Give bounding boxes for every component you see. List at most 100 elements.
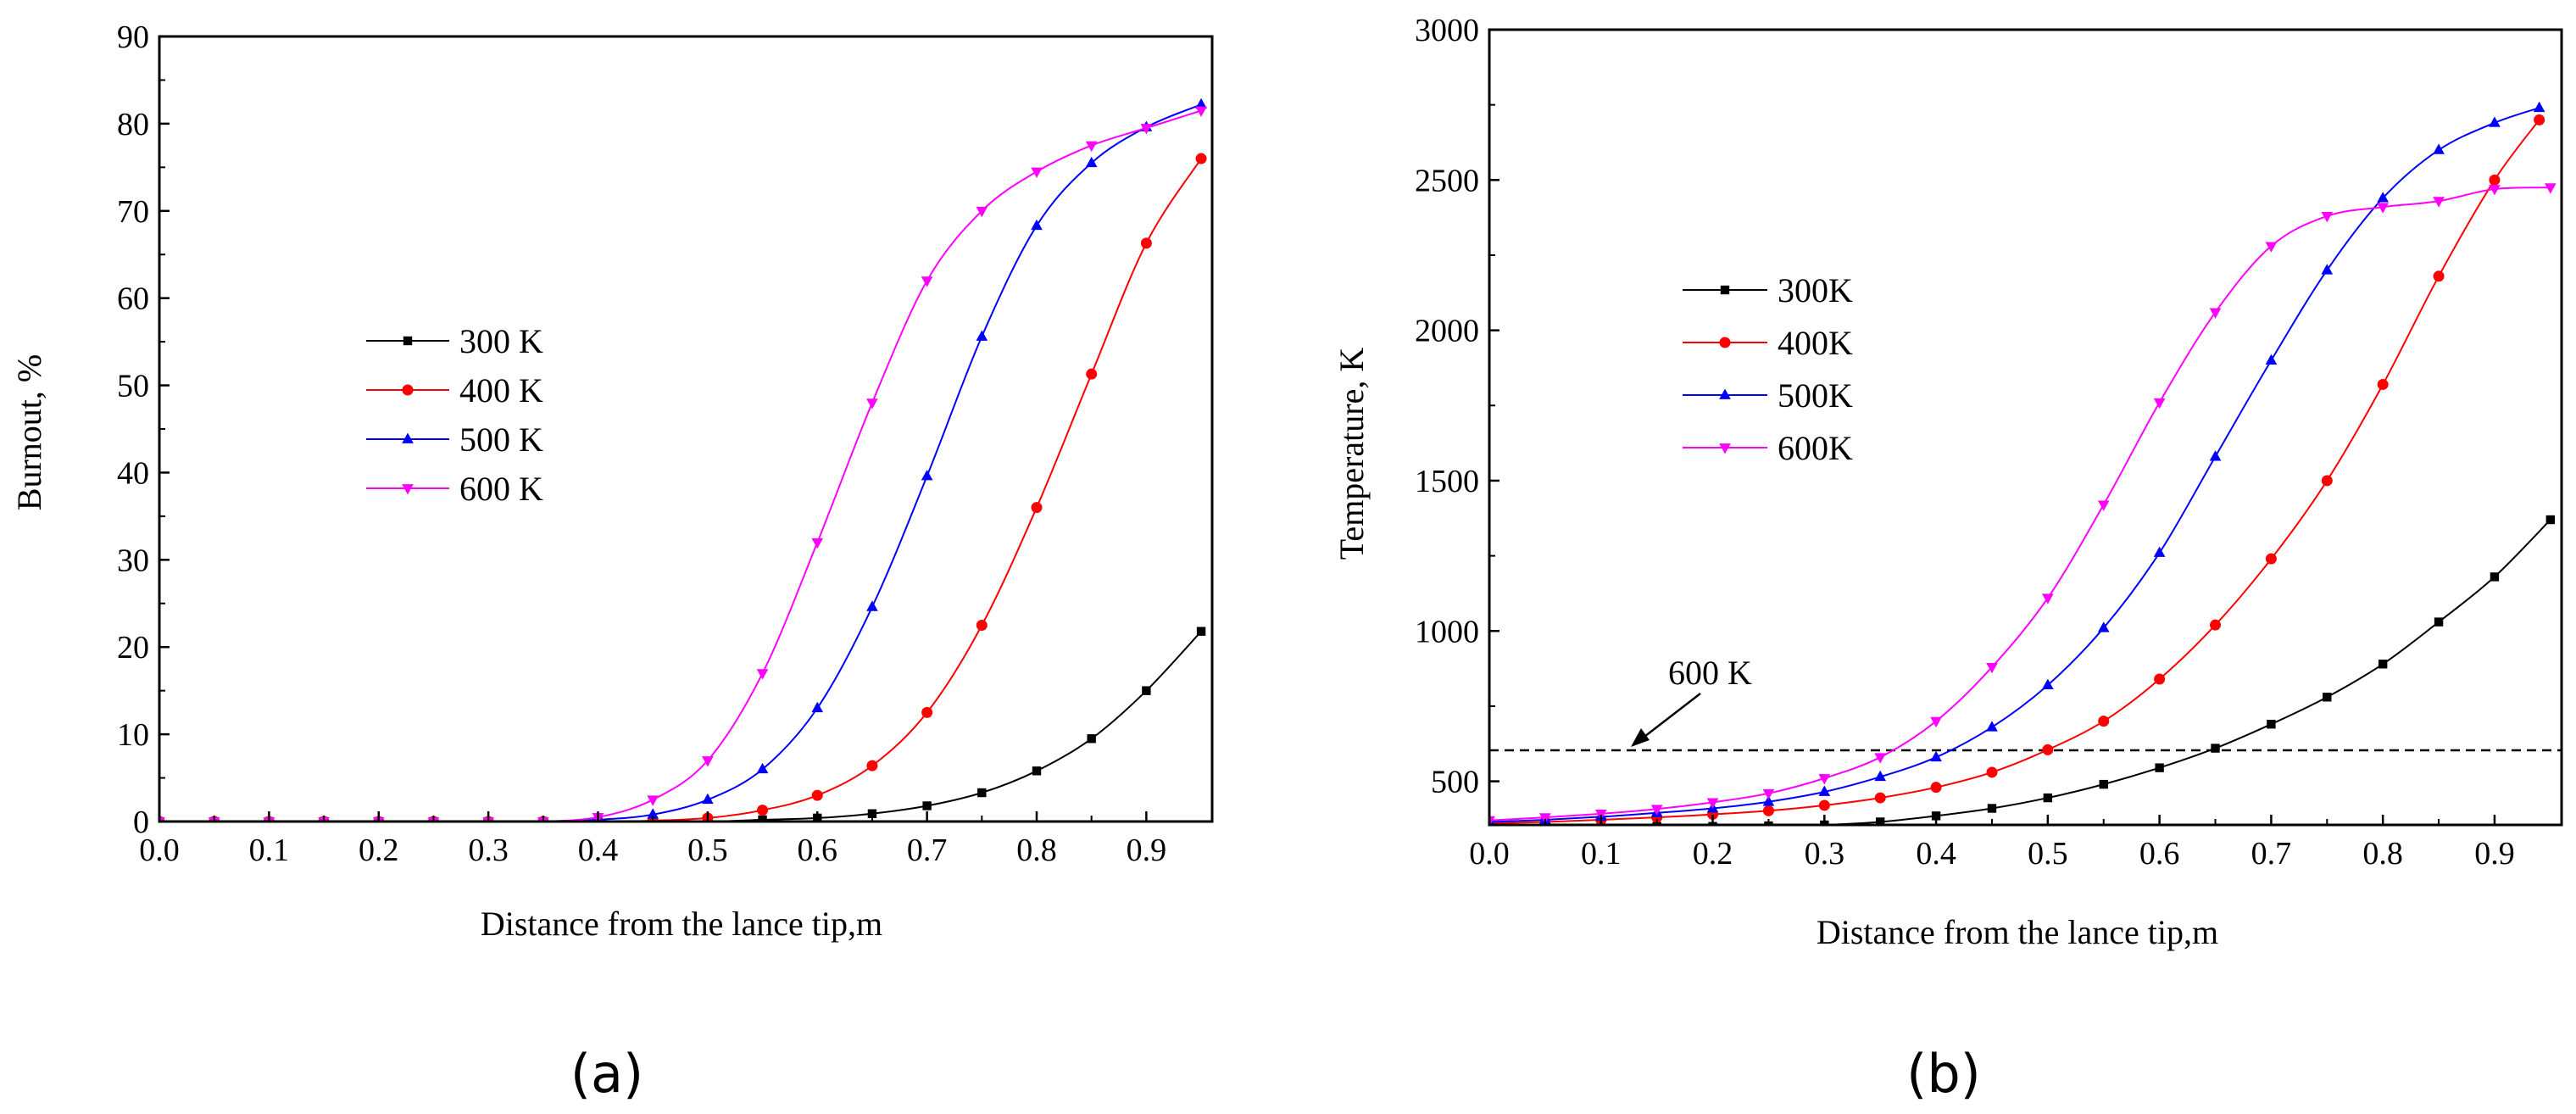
- data-point: [1087, 734, 1096, 744]
- data-point: [2099, 779, 2108, 789]
- y-tick-label-a: 30: [117, 543, 149, 578]
- data-point: [977, 788, 987, 798]
- data-point: [921, 706, 933, 718]
- legend-item-b: 300K: [1683, 271, 1853, 309]
- data-point: [702, 793, 714, 805]
- legend-label: 500K: [1778, 376, 1853, 415]
- data-point: [1930, 716, 1942, 728]
- y-tick-label-a: 60: [117, 281, 149, 317]
- x-tick-label-a: 0.6: [798, 833, 838, 868]
- data-point: [976, 330, 988, 341]
- legend-item-a: 600 K: [366, 470, 543, 508]
- chart-b: 0.0 0.1 0.2 0.3 0.4 0.5 0.6 0.7 0.8 0.9 500 1000 150…: [1333, 13, 2563, 1105]
- legend-marker: [402, 432, 414, 443]
- x-tick-label-a: 0.4: [578, 833, 619, 868]
- x-tick-label-a: 0.0: [139, 833, 180, 868]
- y-tick-label-a: 40: [117, 455, 149, 491]
- y-tick-label-a: 0: [133, 805, 149, 840]
- data-point: [1987, 804, 1997, 813]
- data-point: [2265, 553, 2277, 565]
- data-point: [2544, 183, 2557, 194]
- x-tick-label-a: 0.9: [1127, 833, 1167, 868]
- legend-marker: [1720, 285, 1730, 295]
- legend-marker: [403, 336, 413, 346]
- x-axis-label-b: Distance from the lance tip,m: [1817, 913, 2218, 951]
- series-line: [159, 109, 1202, 822]
- y-axis-label-a: Burnout, %: [10, 354, 48, 510]
- data-point: [1085, 156, 1098, 168]
- data-point: [1986, 766, 1998, 778]
- data-point: [2211, 744, 2220, 753]
- data-point: [1196, 627, 1206, 636]
- legend-item-b: 600K: [1683, 429, 1853, 467]
- data-point: [2377, 203, 2389, 214]
- x-tick-label-a: 0.2: [359, 833, 399, 868]
- data-point: [2042, 744, 2054, 755]
- plot-frame-b: [1488, 28, 2563, 827]
- data-point: [2210, 619, 2222, 631]
- data-point: [2489, 174, 2501, 186]
- annotation-arrow-shaft: [1640, 693, 1701, 740]
- legend-b: 300K 400K 500K 600K: [1683, 271, 1853, 467]
- data-point: [2545, 515, 2556, 525]
- data-point: [2098, 716, 2110, 727]
- data-point: [1140, 237, 1152, 249]
- panel-label-b: (b): [1906, 1043, 1981, 1105]
- panel-label-a: (a): [570, 1043, 643, 1105]
- data-point: [1762, 795, 1775, 806]
- data-point: [2042, 593, 2054, 604]
- data-point: [2433, 270, 2445, 282]
- data-point: [2378, 660, 2388, 669]
- legend-marker: [1719, 388, 1731, 399]
- data-point: [921, 470, 933, 481]
- chart-a: 0.0 0.1 0.2 0.3 0.4 0.5 0.6 0.7 0.8 0.9 0 10 20 30 40 5…: [10, 19, 1214, 1105]
- data-point: [866, 600, 878, 611]
- data-point: [2209, 308, 2222, 319]
- data-point: [2321, 211, 2334, 223]
- data-point: [756, 669, 769, 680]
- series-a-600k: [159, 106, 1207, 822]
- legend-marker: [402, 384, 414, 396]
- y-tick-label-a: 70: [117, 194, 149, 230]
- data-point: [811, 789, 823, 801]
- y-tick-label-b: 2500: [1415, 163, 1479, 198]
- legend-label: 300K: [1778, 271, 1853, 309]
- series-a-400k: [159, 153, 1207, 822]
- x-tick-label-a: 0.7: [907, 833, 948, 868]
- x-tick-label-b: 0.2: [1693, 836, 1733, 872]
- data-point: [2097, 500, 2110, 511]
- series-b-400k: [1489, 114, 2545, 825]
- legend-item-a: 500 K: [366, 421, 543, 459]
- series-line: [1489, 107, 2540, 823]
- data-point: [2489, 116, 2501, 127]
- series-line: [1489, 119, 2540, 825]
- y-axis-label-b: Temperature, K: [1333, 348, 1371, 560]
- data-point: [757, 805, 769, 816]
- data-point: [1818, 785, 1831, 796]
- x-tick-label-b: 0.4: [1916, 836, 1956, 872]
- x-tick-label-b: 0.5: [2028, 836, 2068, 872]
- x-tick-label-b: 0.7: [2251, 836, 2292, 872]
- data-point: [1874, 770, 1887, 782]
- data-point: [866, 398, 878, 409]
- data-point: [647, 808, 659, 819]
- data-point: [1195, 153, 1207, 164]
- series-line: [159, 103, 1202, 822]
- data-point: [921, 276, 933, 287]
- data-point: [1031, 219, 1043, 231]
- data-point: [1195, 97, 1207, 109]
- legend-item-a: 300 K: [366, 322, 543, 360]
- data-point: [2265, 354, 2278, 365]
- x-tick-label-b: 0.9: [2474, 836, 2515, 872]
- data-point: [1142, 686, 1151, 695]
- data-point: [2321, 475, 2333, 487]
- data-point: [2267, 719, 2276, 729]
- series-a-300k: [159, 627, 1206, 822]
- y-tick-label-a: 20: [117, 630, 149, 666]
- x-tick-label-a: 0.3: [468, 833, 509, 868]
- series-line: [1489, 187, 2551, 822]
- data-point: [2321, 264, 2334, 275]
- x-tick-label-a: 0.5: [687, 833, 728, 868]
- data-point: [2534, 114, 2545, 125]
